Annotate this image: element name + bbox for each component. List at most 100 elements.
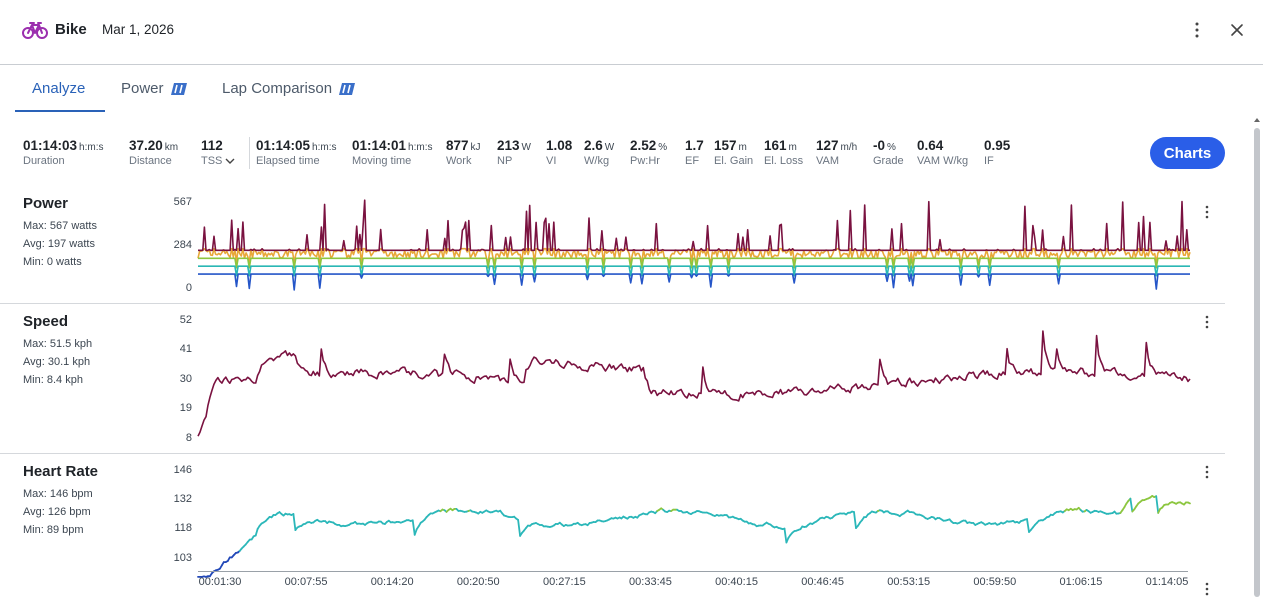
stat-duration: 01:14:03 h:m:s Duration xyxy=(23,138,104,167)
premium-badge-icon xyxy=(339,82,356,95)
stat-unit: kph xyxy=(65,374,83,386)
stat-value: 0.64 xyxy=(917,138,944,153)
hr-line-segment xyxy=(1155,495,1160,514)
stat-label: Work xyxy=(446,155,472,167)
power-min: Min: 0 watts xyxy=(23,256,82,268)
stat-value: 0.95 xyxy=(984,138,1011,153)
hr-line-segment xyxy=(254,528,259,537)
speed-ytick: 30 xyxy=(179,373,192,385)
scrollbar[interactable] xyxy=(1252,116,1262,597)
speed-chart[interactable] xyxy=(197,318,1191,438)
x-tick-label: 00:27:15 xyxy=(542,576,586,588)
stat-unit: % xyxy=(658,142,668,153)
more-options-icon[interactable] xyxy=(1189,20,1205,40)
hr-line-segment xyxy=(413,528,418,536)
stat-unit: watts xyxy=(56,256,82,268)
tab-power[interactable]: Power xyxy=(121,80,188,97)
stat-unit: watts xyxy=(71,220,97,232)
heart-rate-chart[interactable] xyxy=(197,466,1191,578)
stat-unit: km xyxy=(164,142,179,153)
stat-value: 157 xyxy=(714,138,737,153)
stat-value: 213 xyxy=(497,138,520,153)
stat-value: 2.52 xyxy=(630,138,657,153)
hr-line-segment xyxy=(292,513,297,531)
bike-icon xyxy=(22,22,48,39)
power-panel-menu-icon[interactable] xyxy=(1200,204,1214,220)
chevron-down-icon[interactable] xyxy=(225,157,235,165)
stat-value: 01:14:01 xyxy=(352,138,407,153)
stat-vi: 1.08 VI xyxy=(546,138,572,167)
close-icon[interactable] xyxy=(1229,22,1245,38)
stat-value: 01:14:05 xyxy=(256,138,311,153)
stat-label: Grade xyxy=(873,155,904,167)
stat-unit: m xyxy=(788,142,797,153)
power-zone-line xyxy=(197,247,1191,263)
stat-label: VI xyxy=(546,155,557,167)
tab-label: Lap Comparison xyxy=(222,80,333,97)
speed-max: Max: 51.5 kph xyxy=(23,338,92,350)
stat-value: 1.7 xyxy=(685,138,704,153)
stat-unit: h:m:s xyxy=(79,142,104,153)
x-tick-label: 00:33:45 xyxy=(629,576,672,588)
stat-tss[interactable]: 112 TSS xyxy=(201,138,235,167)
stat-text: Avg: 126 xyxy=(23,506,67,518)
stat-distance: 37.20 km Distance xyxy=(129,138,178,167)
power-chart[interactable] xyxy=(197,199,1191,291)
stat-value: 161 xyxy=(764,138,787,153)
stat-label: Pw:Hr xyxy=(630,155,660,167)
speed-ytick: 8 xyxy=(185,432,192,444)
hr-panel-menu-icon[interactable] xyxy=(1200,464,1214,480)
power-ytick: 0 xyxy=(185,282,192,294)
stat-unit: m/h xyxy=(840,142,858,153)
speed-panel-menu-icon[interactable] xyxy=(1200,314,1214,330)
stat-value: -0 xyxy=(873,138,886,153)
stat-unit: kph xyxy=(74,338,93,350)
speed-line xyxy=(197,330,1191,437)
speed-ytick: 52 xyxy=(179,314,192,326)
stat-label: NP xyxy=(497,155,513,167)
panel-divider xyxy=(0,303,1225,304)
charts-button[interactable]: Charts xyxy=(1150,137,1225,169)
power-panel-title: Power xyxy=(23,195,69,212)
stat-unit: bpm xyxy=(71,488,93,500)
hr-min: Min: 89 bpm xyxy=(23,524,84,536)
scroll-up-icon[interactable] xyxy=(1253,116,1261,124)
tab-analyze[interactable]: Analyze xyxy=(32,80,85,97)
x-tick-label: 00:59:50 xyxy=(973,576,1017,588)
active-tab-indicator xyxy=(15,110,105,112)
stat-text: Avg: 197 xyxy=(23,238,67,250)
hr-line-segment xyxy=(1187,501,1191,505)
stat-value: 37.20 xyxy=(129,138,163,153)
x-tick-label: 00:46:45 xyxy=(801,576,845,588)
stat-label: VAM W/kg xyxy=(917,155,969,167)
stat-value: 01:14:03 xyxy=(23,138,78,153)
stat-text: Min: 89 xyxy=(23,524,60,536)
hr-line-segment xyxy=(517,519,522,537)
activity-date: Mar 1, 2026 xyxy=(102,22,175,37)
stat-elapsed-time: 01:14:05 h:m:s Elapsed time xyxy=(256,138,337,167)
axis-menu-icon[interactable] xyxy=(1200,581,1214,597)
stat-text: Min: 0 xyxy=(23,256,53,268)
hr-ytick: 146 xyxy=(173,464,192,476)
x-tick-label: 00:20:50 xyxy=(456,576,500,588)
hr-ytick: 118 xyxy=(174,522,192,534)
hr-panel-title: Heart Rate xyxy=(23,463,99,480)
x-tick-label: 01:14:05 xyxy=(1145,576,1189,588)
tab-lap-comparison[interactable]: Lap Comparison xyxy=(222,80,356,97)
stat-label: Elapsed time xyxy=(256,155,320,167)
scroll-thumb[interactable] xyxy=(1254,128,1260,597)
activity-title: Bike xyxy=(55,21,87,38)
speed-ytick: 19 xyxy=(179,402,192,414)
stat-label: VAM xyxy=(816,155,840,167)
power-zone-line xyxy=(198,257,1190,269)
stat-unit: watts xyxy=(69,238,95,250)
x-tick-label: 00:01:30 xyxy=(198,576,242,588)
stat-label: El. Loss xyxy=(764,155,804,167)
tab-bar: Analyze Power Lap Comparison xyxy=(0,66,1263,114)
stat-value: 112 xyxy=(201,138,223,153)
premium-badge-icon xyxy=(170,82,187,95)
hr-avg: Avg: 126 bpm xyxy=(23,506,91,518)
stat-label: Duration xyxy=(23,155,65,167)
speed-min: Min: 8.4 kph xyxy=(23,374,83,386)
stat-vam-wkg: 0.64 VAM W/kg xyxy=(917,138,968,167)
